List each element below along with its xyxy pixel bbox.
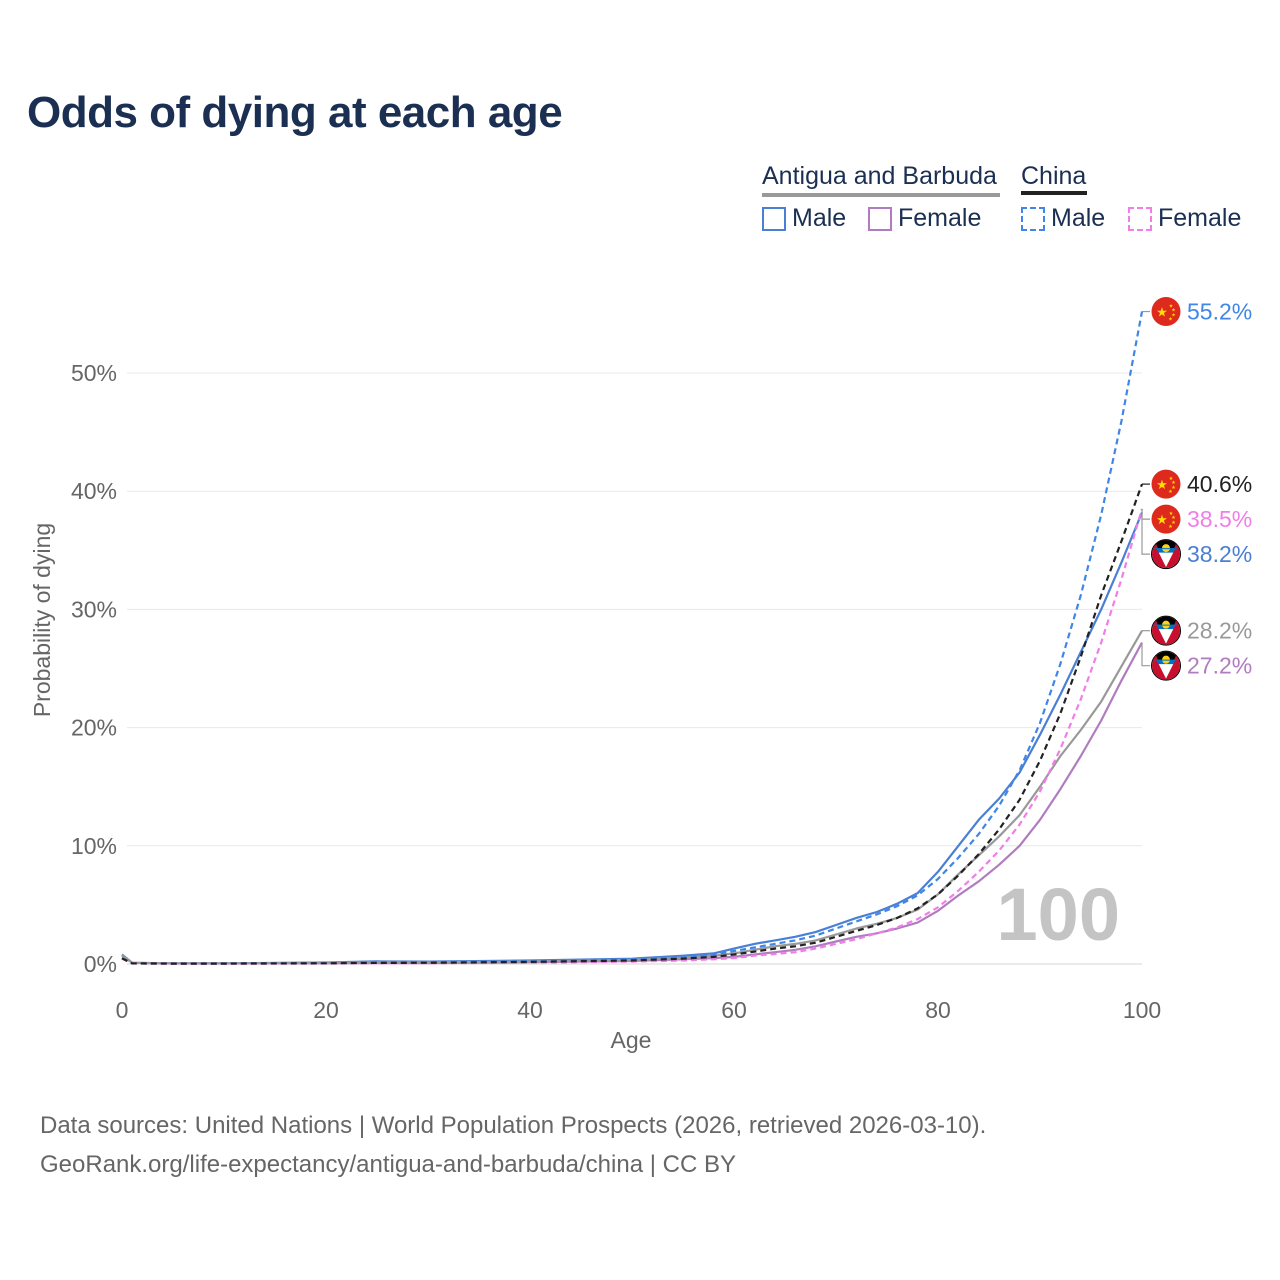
legend-group-antigua: Antigua and Barbuda — [762, 162, 997, 191]
x-axis-label: Age — [611, 1027, 652, 1053]
flag-antigua-icon — [1151, 616, 1181, 646]
legend-swatch — [762, 206, 786, 231]
legend-item-antigua-female[interactable]: Female — [868, 204, 981, 233]
flag-antigua-icon — [1151, 651, 1181, 681]
x-tick-label: 20 — [313, 997, 339, 1023]
legend-group-underline-china — [1021, 191, 1087, 195]
legend-item-china-male[interactable]: Male — [1021, 204, 1105, 233]
flag-china-icon — [1151, 469, 1181, 499]
legend-group-underline-antigua — [762, 193, 1000, 197]
grid — [127, 372, 1142, 965]
y-tick-label: 10% — [71, 833, 117, 859]
end-value-label: 55.2% — [1187, 299, 1252, 325]
series-line — [121, 512, 1144, 965]
legend-swatch — [868, 206, 892, 231]
label-connector — [1141, 508, 1150, 520]
legend-item-label: Female — [898, 204, 982, 232]
y-axis: 0% 10% 20% 30% 40% 50% — [71, 360, 117, 977]
series-lines — [121, 311, 1144, 965]
y-tick-label: 50% — [71, 360, 117, 386]
end-value-label: 28.2% — [1187, 618, 1252, 644]
end-value-label: 27.2% — [1187, 653, 1252, 679]
x-tick-label: 0 — [116, 997, 129, 1023]
flag-china-icon — [1151, 297, 1181, 327]
source-text: Data sources: United Nations | World Pop… — [40, 1112, 987, 1139]
legend-item-label: Male — [792, 204, 847, 232]
series-line — [121, 630, 1143, 965]
end-value-label: 38.5% — [1187, 506, 1252, 532]
age-watermark: 100 — [997, 873, 1120, 956]
legend-group-label: Antigua and Barbuda — [762, 162, 997, 190]
y-tick-label: 0% — [84, 951, 117, 977]
legend-swatch — [1128, 206, 1152, 231]
x-tick-label: 100 — [1123, 997, 1161, 1023]
x-axis: 0 20 40 60 80 100 — [116, 997, 1162, 1023]
y-tick-label: 20% — [71, 715, 117, 741]
series-line — [121, 508, 1144, 965]
legend-item-label: Female — [1158, 204, 1242, 232]
y-axis-label: Probability of dying — [29, 523, 55, 717]
legend-item-china-female[interactable]: Female — [1128, 204, 1241, 233]
y-tick-label: 30% — [71, 596, 117, 622]
label-connector — [1141, 642, 1150, 667]
label-connector — [1141, 512, 1150, 555]
legend-group-china: China — [1021, 162, 1086, 191]
flag-antigua-icon — [1151, 539, 1181, 569]
legend: Antigua and Barbuda China Male Female Ma… — [0, 160, 1280, 240]
chart-title: Odds of dying at each age — [27, 88, 563, 137]
end-value-label: 38.2% — [1187, 541, 1252, 567]
footer: Data sources: United Nations | World Pop… — [40, 1106, 986, 1184]
source-link[interactable]: GeoRank.org/life-expectancy/antigua-and-… — [40, 1151, 736, 1178]
x-tick-label: 80 — [925, 997, 951, 1023]
flag-china-icon — [1151, 504, 1181, 534]
series-line — [121, 483, 1144, 965]
series-line — [121, 641, 1143, 965]
end-value-label: 40.6% — [1187, 471, 1252, 497]
legend-item-antigua-male[interactable]: Male — [762, 204, 846, 233]
legend-swatch — [1021, 206, 1045, 231]
y-tick-label: 40% — [71, 478, 117, 504]
legend-group-label: China — [1021, 162, 1087, 190]
series-line — [121, 311, 1144, 965]
x-tick-label: 40 — [517, 997, 543, 1023]
x-tick-label: 60 — [721, 997, 747, 1023]
end-labels: 55.2% 40.6% 38.5% 38.2% 28.2% 27.2% — [1141, 297, 1252, 681]
legend-item-label: Male — [1051, 204, 1106, 232]
